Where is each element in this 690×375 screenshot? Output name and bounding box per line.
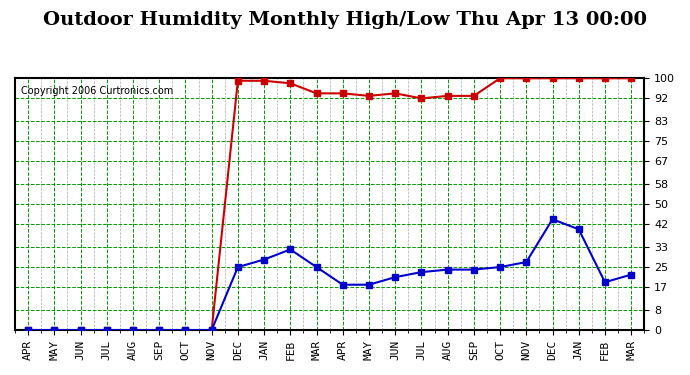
Text: Copyright 2006 Curtronics.com: Copyright 2006 Curtronics.com: [21, 86, 174, 96]
Text: Outdoor Humidity Monthly High/Low Thu Apr 13 00:00: Outdoor Humidity Monthly High/Low Thu Ap…: [43, 11, 647, 29]
